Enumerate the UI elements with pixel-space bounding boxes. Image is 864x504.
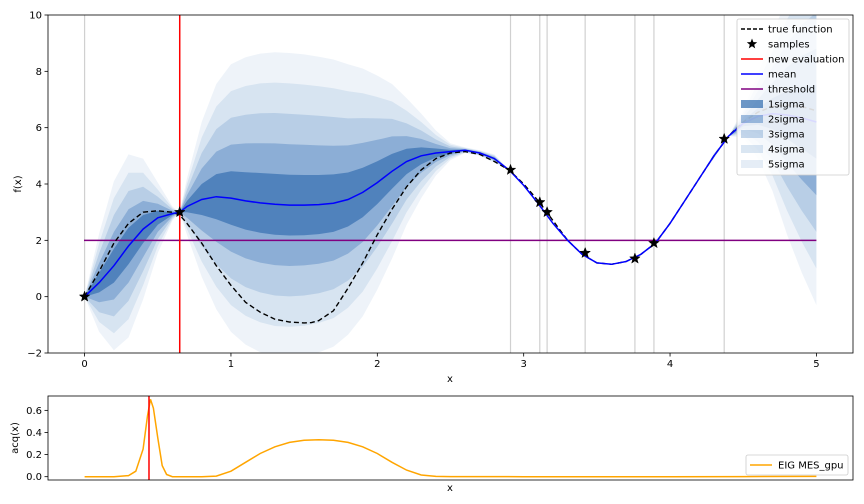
acq-legend-box [745,454,849,476]
sample-star [504,163,517,175]
x-tick-label: 5 [813,359,819,370]
x-tick-label: 2 [374,359,380,370]
acq-legend-label: EIG MES_gpu [778,461,844,472]
legend-swatch-5sigma [741,160,763,168]
x-axis-ticks: 0 1 2 3 4 5 [81,353,820,370]
main-plot: 0 1 2 3 4 5 −2 0 2 4 6 8 10 x f(x) true function sam… [13,11,854,385]
acq-line [84,399,817,478]
legend-label: true function [768,25,833,36]
sample-star [648,236,660,249]
acq-y-tick-label: 0.4 [26,428,42,439]
y-tick-label: 2 [36,236,42,247]
legend-label: 5sigma [768,160,805,171]
x-axis-label: x [447,374,453,385]
y-tick-label: 4 [36,180,42,191]
legend-label: 2sigma [768,115,805,126]
legend-label: mean [768,70,796,81]
band-4sigma [84,15,817,334]
sample-star [718,132,731,144]
legend-swatch-3sigma [741,130,763,138]
acq-y-tick-label: 0.0 [26,472,42,483]
acq-y-tick-label: 0.2 [26,450,42,461]
acquisition-lines [84,396,817,480]
y-tick-label: 10 [29,11,42,22]
y-axis-ticks: −2 0 2 4 6 8 10 [27,11,48,360]
legend-label: samples [768,40,810,51]
mean-line [84,112,817,298]
y-tick-label: −2 [27,349,42,360]
plot-frame [47,14,854,354]
acq-y-axis-label: acq(x) [10,422,21,454]
legend-swatch-2sigma [741,115,763,123]
sample-star [629,252,641,264]
sample-star [579,246,592,259]
acq-legend: EIG MES_gpu [745,454,849,476]
legend-label: 4sigma [768,145,805,156]
y-tick-label: 8 [36,67,42,78]
legend-label: 1sigma [768,100,805,111]
sample-star [541,206,553,218]
true-function-line [83,104,817,324]
legend-label: new evaluation [768,55,844,66]
legend-label: threshold [768,85,815,96]
sample-markers [78,132,731,302]
x-tick-label: 3 [520,359,526,370]
band-5sigma [84,15,817,353]
y-axis-label: f(x) [13,175,24,192]
sample-star [173,205,186,218]
plot-lines [83,15,817,353]
legend-swatch-1sigma [741,100,763,108]
y-tick-label: 0 [36,292,42,303]
sample-star [78,290,91,302]
acq-y-tick-label: 0.6 [26,406,42,417]
x-tick-label: 0 [81,359,87,370]
acq-plot-frame [47,395,854,481]
acq-y-axis-ticks: 0.0 0.2 0.4 0.6 [26,406,48,483]
legend: true function samples new evaluation mean th… [736,18,850,176]
sample-star [533,196,546,208]
acquisition-plot: 0.0 0.2 0.4 0.6 x acq(x) EIG MES_gpu [10,395,854,494]
uncertainty-bands [84,15,817,353]
y-tick-label: 6 [36,123,42,134]
legend-box [736,18,850,176]
band-1sigma [84,85,817,297]
band-2sigma [84,48,817,303]
x-tick-label: 4 [667,359,673,370]
legend-label: 3sigma [768,130,805,141]
legend-swatch-4sigma [741,145,763,153]
legend-star [746,38,758,49]
x-tick-label: 1 [228,359,234,370]
acq-x-axis-label: x [447,483,453,494]
